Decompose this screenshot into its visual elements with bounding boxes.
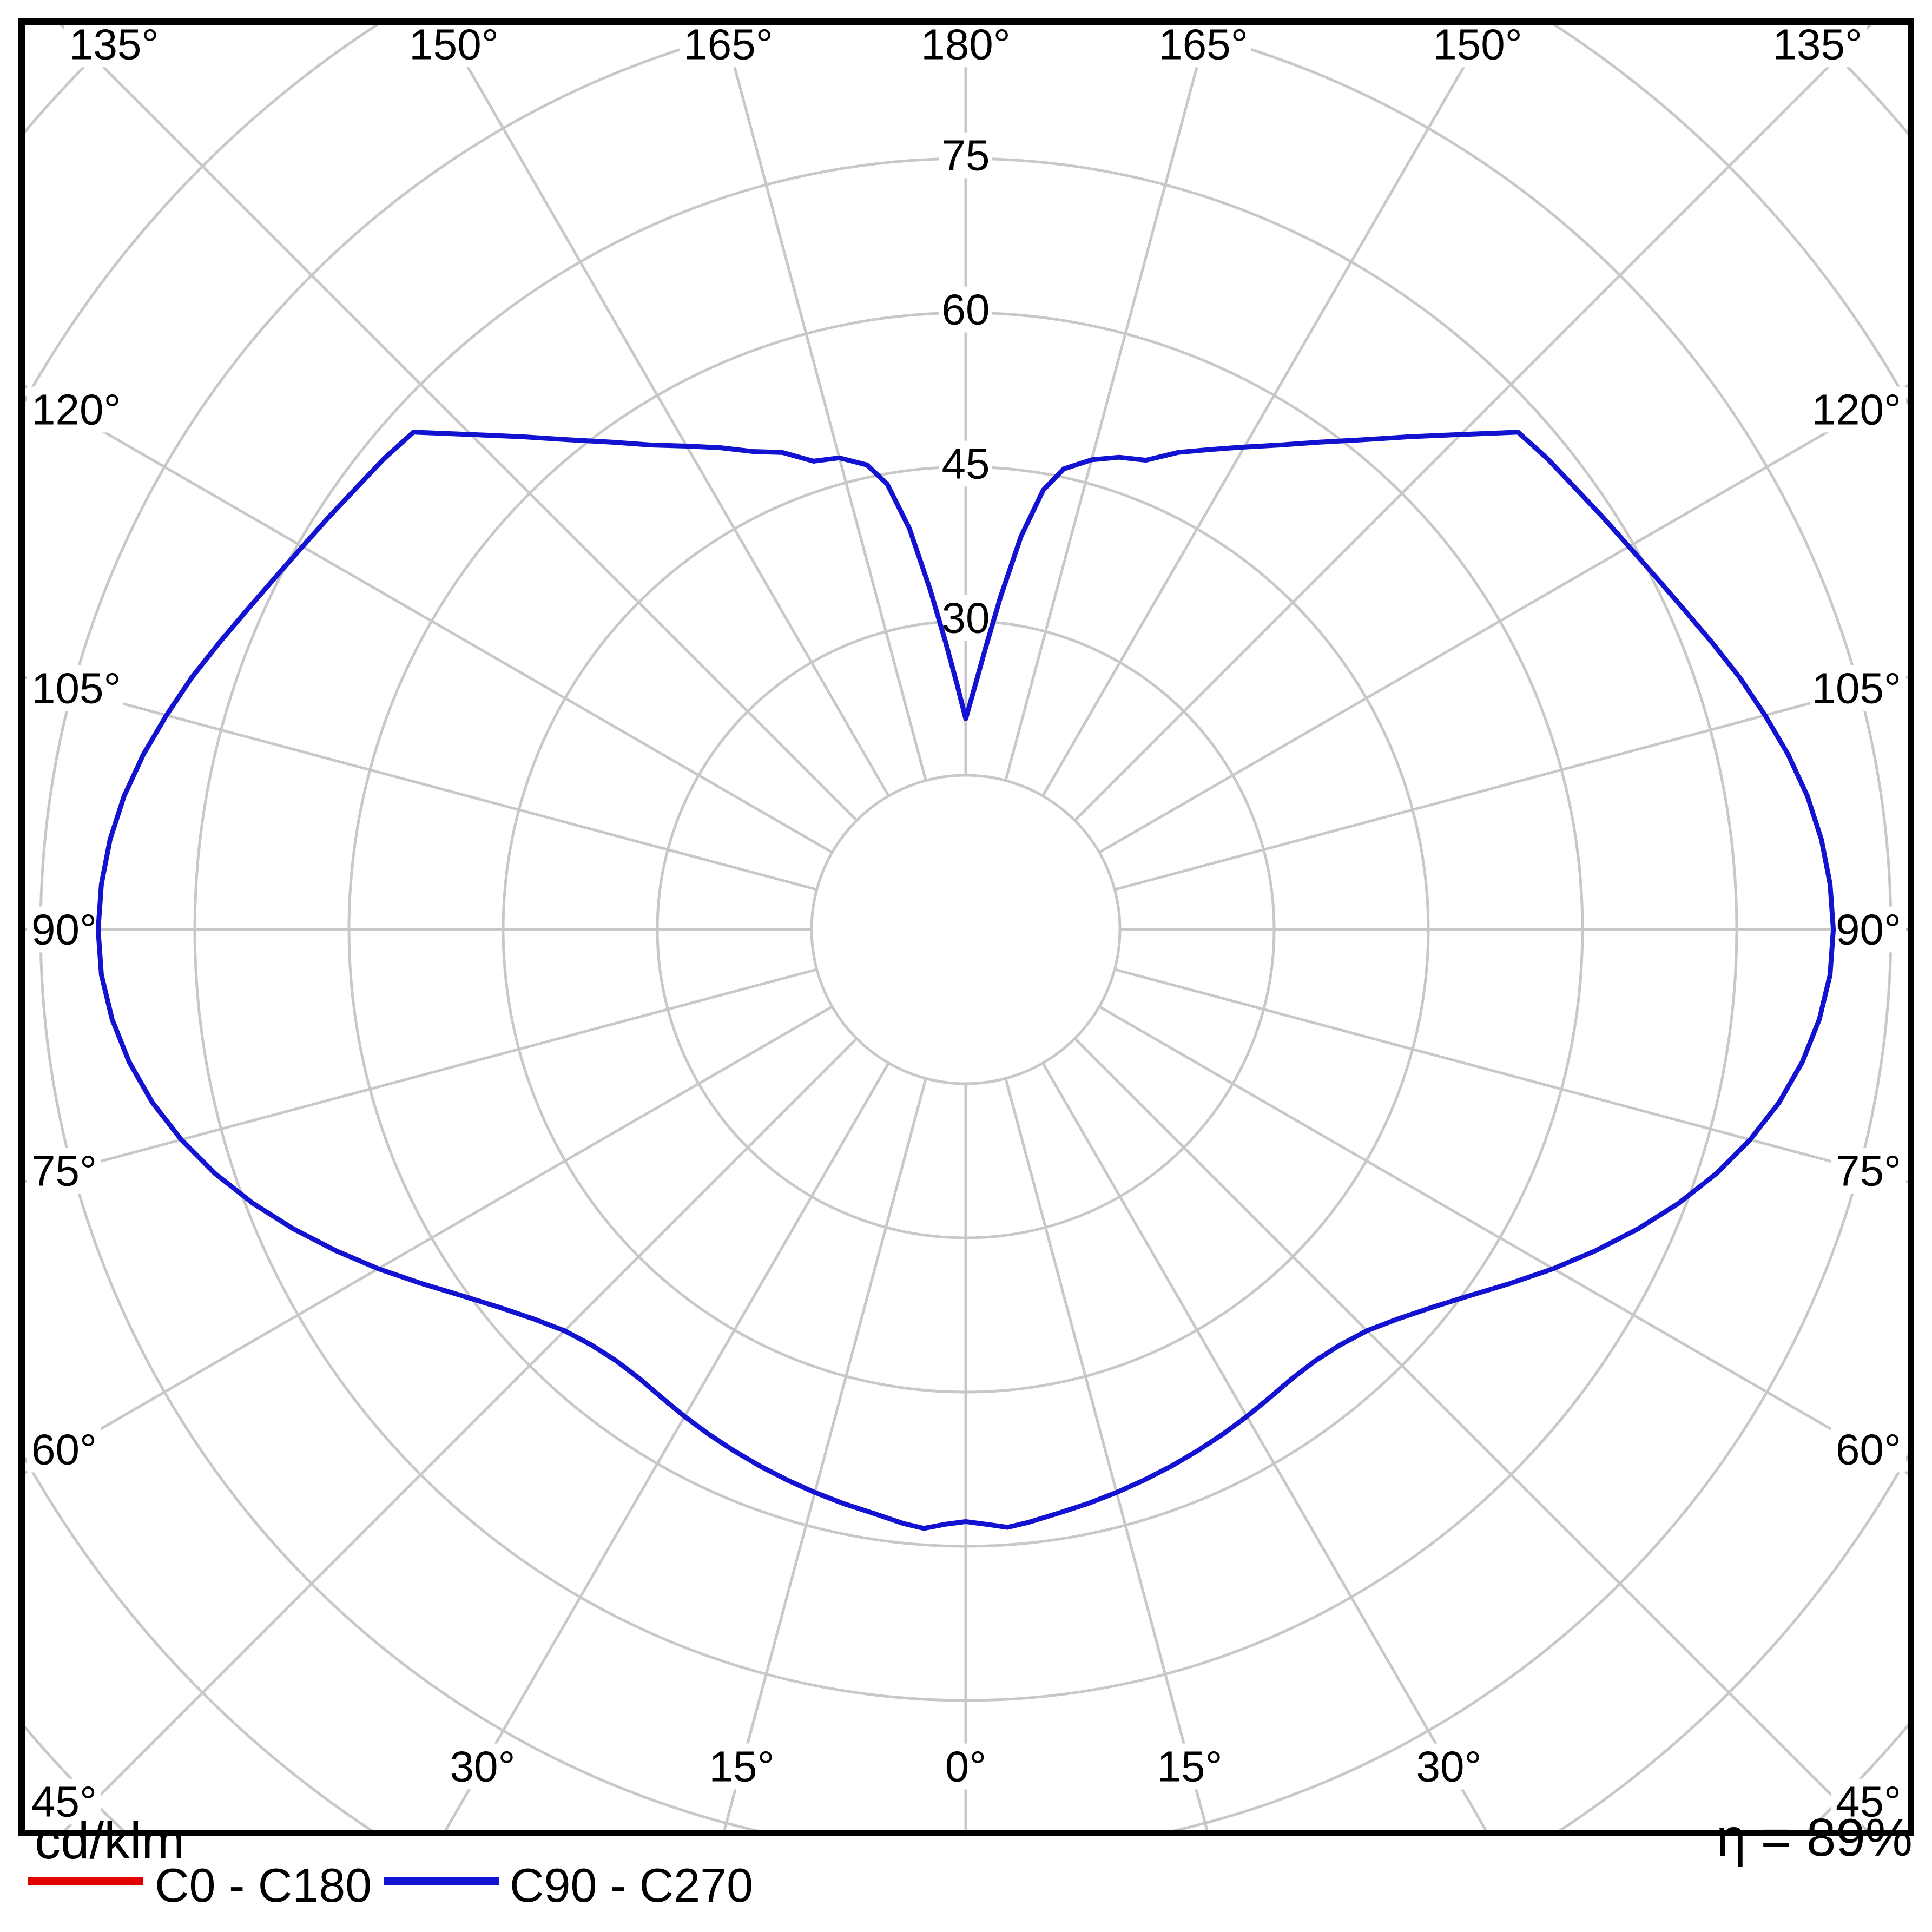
angle-label-top: 150° xyxy=(409,21,498,69)
grid-spoke xyxy=(1041,1062,1489,1833)
plot-border xyxy=(18,18,1914,1836)
label-backing xyxy=(27,665,123,711)
grid-spoke xyxy=(1004,22,1211,781)
grid-spoke xyxy=(1098,1005,1911,1477)
radial-tick-label: 30 xyxy=(942,594,990,642)
grid-spoke xyxy=(1073,1037,1871,1833)
grid-spoke xyxy=(22,675,817,891)
unit-label: cd/klm xyxy=(35,1812,185,1870)
angle-label-top: 135° xyxy=(69,21,159,69)
label-backing xyxy=(406,21,502,68)
label-backing xyxy=(27,386,123,433)
label-backing xyxy=(939,595,992,641)
label-backing xyxy=(27,906,101,953)
label-backing xyxy=(27,1778,101,1825)
legend-swatch-c90-c270-icon xyxy=(384,1877,499,1885)
angle-label-right: 90° xyxy=(1836,906,1901,954)
label-backing xyxy=(1152,1743,1227,1790)
grid-spoke xyxy=(1098,382,1911,854)
grid-spoke xyxy=(1041,22,1492,797)
angle-label-bottom: 0° xyxy=(945,1743,986,1791)
angle-label-right: 105° xyxy=(1812,664,1901,713)
angle-label-bottom: 15° xyxy=(1157,1743,1223,1791)
label-backing xyxy=(445,1743,520,1790)
label-backing xyxy=(27,1148,101,1194)
angle-label-top: 165° xyxy=(1158,21,1248,69)
grid-spoke xyxy=(440,22,890,797)
grid-spoke xyxy=(721,22,927,781)
angle-label-left: 60° xyxy=(31,1426,97,1474)
angle-label-bottom: 15° xyxy=(709,1743,775,1791)
label-backing xyxy=(1429,21,1526,68)
label-backing xyxy=(1810,665,1906,711)
label-backing xyxy=(1155,21,1251,68)
grid-spoke xyxy=(1114,675,1911,891)
label-backing xyxy=(1412,1743,1486,1790)
angle-label-left: 105° xyxy=(31,664,121,713)
angle-label-left: 120° xyxy=(31,386,121,434)
label-backing xyxy=(918,21,1014,68)
label-backing xyxy=(1831,1778,1906,1825)
label-backing xyxy=(1810,386,1906,433)
label-backing xyxy=(680,21,776,68)
angle-label-left: 75° xyxy=(31,1147,97,1195)
angle-label-bottom: 30° xyxy=(450,1743,516,1791)
grid-spoke xyxy=(22,1005,833,1476)
radial-tick-label: 45 xyxy=(942,440,990,488)
efficiency-label: η = 89% xyxy=(1716,1808,1913,1867)
angle-label-right: 45° xyxy=(1836,1778,1901,1826)
curve-C90-C270 xyxy=(95,430,1836,1531)
label-backing xyxy=(939,132,992,179)
angle-label-bottom: 30° xyxy=(1416,1743,1482,1791)
grid-spoke xyxy=(56,22,858,822)
label-backing xyxy=(939,1743,992,1790)
grid-spoke xyxy=(442,1062,890,1833)
radial-tick-label: 75 xyxy=(942,131,990,180)
grid-spoke xyxy=(1114,968,1911,1184)
radial-tick-label: 60 xyxy=(942,286,990,334)
angle-label-top: 180° xyxy=(921,21,1010,69)
label-backing xyxy=(27,1426,101,1473)
label-backing xyxy=(704,1743,779,1790)
label-backing xyxy=(64,21,161,68)
angle-label-left: 45° xyxy=(31,1778,97,1826)
angle-label-right: 75° xyxy=(1836,1147,1901,1195)
grid-spoke xyxy=(60,1037,858,1833)
angle-label-top: 135° xyxy=(1773,21,1862,69)
legend-label-c90-c270: C90 - C270 xyxy=(510,1858,754,1912)
grid-spoke xyxy=(1004,1078,1210,1833)
label-backing xyxy=(1771,21,1867,68)
angle-label-top: 150° xyxy=(1433,21,1522,69)
angle-label-left: 90° xyxy=(31,906,97,954)
grid-spoke xyxy=(1073,22,1876,822)
label-backing xyxy=(1831,1426,1906,1473)
label-backing xyxy=(939,286,992,333)
angle-label-top: 165° xyxy=(683,21,773,69)
grid-spoke xyxy=(22,968,817,1184)
angle-label-right: 60° xyxy=(1836,1426,1901,1474)
legend-label-c0-c180: C0 - C180 xyxy=(155,1858,372,1912)
label-backing xyxy=(1831,1148,1906,1194)
grid-spoke xyxy=(722,1078,927,1833)
legend-swatch-c0-c180-icon xyxy=(28,1877,143,1885)
grid-spoke xyxy=(22,383,833,854)
label-backing xyxy=(939,440,992,487)
angle-label-right: 120° xyxy=(1812,386,1901,434)
label-backing xyxy=(1831,906,1906,953)
grid-ring xyxy=(810,774,1122,1085)
